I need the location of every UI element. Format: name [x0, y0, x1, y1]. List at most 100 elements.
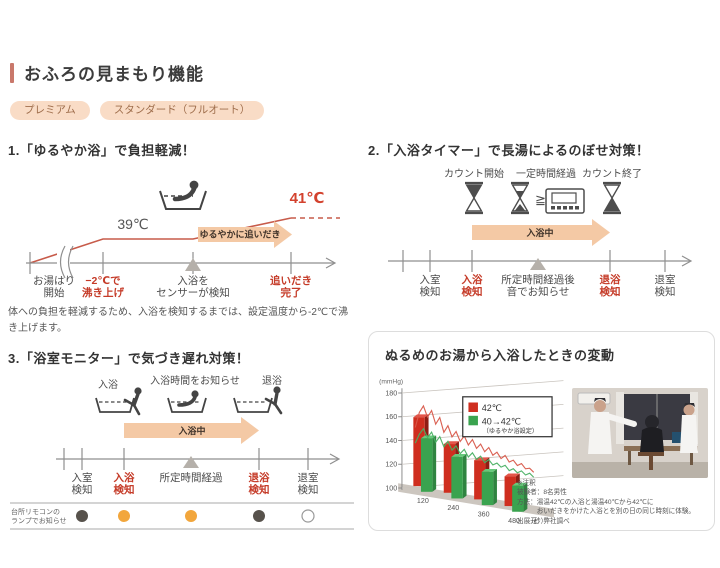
page-title: おふろの見まもり機能 — [24, 65, 204, 84]
axis-break-icon — [67, 245, 74, 278]
step-label: お湯はり — [33, 275, 75, 287]
lamp-dot-orange — [185, 509, 197, 522]
hourglass-start-icon — [465, 181, 483, 214]
step-label: 入室 — [72, 471, 93, 484]
temp-39-label: 39℃ — [117, 216, 148, 232]
step-label: 検知 — [655, 285, 676, 298]
experiment-photo — [572, 387, 708, 478]
step-label: 入浴 — [462, 273, 483, 286]
legend-swatch-green — [468, 415, 478, 425]
step-label: 検知 — [420, 285, 441, 298]
reheat-arrow-head — [274, 220, 292, 248]
gte-symbol: ≧ — [535, 192, 546, 207]
step-label: 開始 — [44, 286, 65, 299]
icon-label: カウント終了 — [582, 167, 642, 180]
timeline-arrowhead — [325, 256, 337, 269]
timeline-arrowhead — [329, 452, 341, 465]
content-columns: 1.「ゆるやか浴」で負担軽減！ 39℃ 41℃ — [0, 140, 720, 533]
step-label: 検知 — [72, 483, 93, 496]
svg-text:240: 240 — [447, 503, 459, 511]
legend-label: 40→42℃ — [482, 416, 521, 426]
lamp-row-label: 台所リモコンの — [11, 507, 60, 516]
bathing-arrow-label: 入浴中 — [177, 425, 205, 436]
bathing-arrow — [472, 224, 592, 240]
step-label: 沸き上げ — [82, 286, 124, 299]
step-label: 退浴 — [249, 471, 270, 484]
svg-text:360: 360 — [478, 510, 490, 518]
step-label: 所定時間経過 — [160, 471, 223, 484]
step-label: 入室 — [420, 273, 441, 286]
legend-sublabel: （ゆるやか浴設定） — [483, 426, 538, 434]
icon-label: 一定時間経過 — [516, 167, 576, 180]
svg-text:160: 160 — [385, 413, 397, 421]
right-column: 2.「入浴タイマー」で長湯によるのぼせ対策！ カウント開始 一定時間経過 カウン… — [368, 140, 718, 533]
step-label: −2℃で — [85, 275, 121, 287]
timeline-arrowhead — [681, 254, 693, 267]
page-header: おふろの見まもり機能 — [10, 0, 720, 85]
lamp-row-label: ランプでお知らせ — [11, 516, 67, 525]
section1-note: 体への負担を軽減するため、入浴を検知するまでは、設定温度から-2℃で沸き上げます… — [8, 306, 349, 335]
reheat-arrow — [198, 226, 274, 242]
bathing-arrow-label: 入浴中 — [525, 227, 553, 238]
section1-diagram: 39℃ 41℃ ゆるやかに追いだき お湯はり 開始 −2℃で — [26, 180, 340, 299]
bath-person-icon — [159, 180, 207, 210]
model-tags: プレミアム スタンダード（フルオート） — [10, 101, 720, 120]
chart-panel: ぬるめのお湯から入浴したときの変動 (mmHg) 180 160 140 120 100… — [368, 330, 715, 531]
step-label: 検知 — [298, 483, 319, 496]
left-column: 1.「ゆるやか浴」で負担軽減！ 39℃ 41℃ — [8, 140, 362, 533]
chart-legend: 42℃ 40→42℃ （ゆるやか浴設定） — [462, 395, 553, 437]
bathing-arrow-head — [592, 218, 610, 246]
step-label: 音でお知らせ — [507, 285, 570, 298]
reheat-arrow-label: ゆるやかに追いだき — [199, 228, 280, 239]
section1-heading: 1.「ゆるやか浴」で負担軽減！ — [8, 142, 196, 158]
bath-sitting-icon — [167, 389, 207, 413]
step-label: 検知 — [462, 285, 483, 298]
bath-exit-icon — [233, 385, 283, 414]
icon-label: 入浴 — [98, 379, 118, 391]
step-label: 検知 — [600, 285, 621, 298]
section2-heading: 2.「入浴タイマー」で長湯によるのぼせ対策！ — [368, 142, 650, 158]
tag-standard-fullauto: スタンダード（フルオート） — [99, 101, 265, 120]
svg-text:120: 120 — [417, 497, 429, 505]
step-label: 入浴 — [114, 471, 135, 484]
hourglass-elapsed-icon — [511, 181, 529, 214]
step-label: 所定時間経過後 — [501, 273, 575, 286]
svg-text:（秒）: （秒） — [527, 516, 547, 525]
lamp-dot-dark — [253, 509, 265, 522]
step-label: 完了 — [281, 286, 302, 299]
detection-triangle-icon — [185, 257, 201, 271]
step-label: 追いだき — [270, 274, 312, 287]
icon-label: カウント開始 — [444, 167, 504, 180]
lamp-dot-off — [301, 508, 315, 523]
bathing-arrow — [124, 422, 241, 438]
step-label: 退浴 — [600, 273, 621, 286]
bath-enter-icon — [95, 386, 142, 415]
chart-title: ぬるめのお湯から入浴したときの変動 — [385, 347, 615, 363]
svg-text:100: 100 — [385, 484, 397, 492]
section3-diagram: 入浴 入浴時間をお知らせ 退浴 — [10, 374, 354, 529]
detection-triangle-icon — [530, 257, 546, 270]
section2-diagram: カウント開始 一定時間経過 カウント終了 — [388, 167, 693, 298]
step-label: 検知 — [114, 483, 135, 496]
step-label: 入浴を — [177, 275, 209, 287]
hourglass-end-icon — [603, 181, 621, 214]
lamp-dot-dark — [76, 509, 88, 522]
step-label: センサーが検知 — [156, 286, 230, 299]
chart-annotation: ※注釈 被験者：8名男性 方法：湯温42℃の入浴と湯温40℃から42℃に おいだ… — [517, 479, 696, 525]
svg-text:480: 480 — [508, 517, 520, 525]
tag-premium: プレミアム — [10, 101, 90, 120]
temp-41-label: 41℃ — [290, 190, 325, 207]
svg-text:180: 180 — [385, 389, 397, 397]
chart-plot-area: 180 160 140 120 100 120 240 360 480 （秒） — [385, 379, 564, 525]
legend-swatch-red — [468, 402, 478, 412]
title-accent-bar — [10, 62, 14, 83]
section3-heading: 3.「浴室モニター」で気づき遅れ対策！ — [8, 350, 250, 366]
step-label: 退室 — [655, 273, 676, 286]
bathing-arrow-head — [241, 416, 259, 444]
axis-break-icon — [59, 245, 66, 278]
legend-label: 42℃ — [482, 403, 502, 413]
timer-device-icon — [545, 187, 585, 214]
step-label: 退室 — [298, 471, 319, 484]
lamp-indicators — [76, 508, 315, 523]
